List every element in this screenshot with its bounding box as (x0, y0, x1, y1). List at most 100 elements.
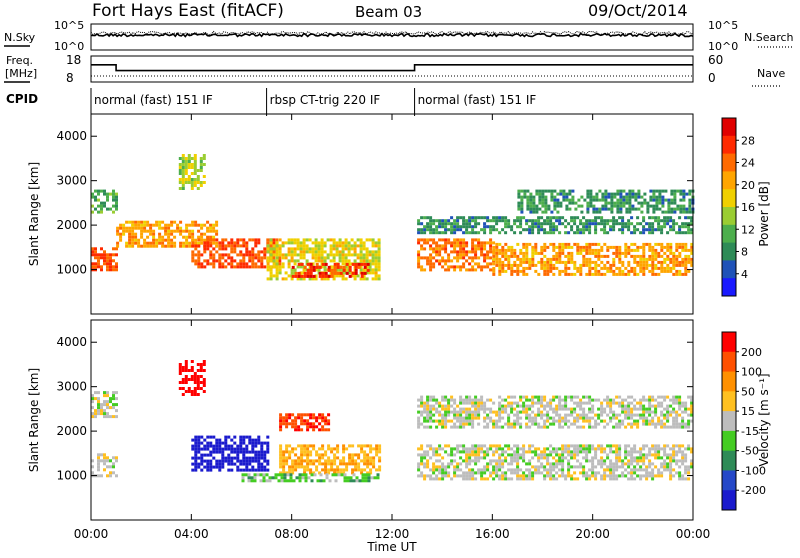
data-cell (582, 263, 586, 267)
data-cell (552, 222, 556, 226)
data-cell (690, 263, 694, 267)
data-cell (285, 422, 289, 426)
colorbar-tick-label: 20 (741, 179, 755, 192)
data-cell (583, 198, 587, 202)
data-cell (648, 228, 652, 232)
data-cell (94, 391, 97, 395)
data-cell (260, 465, 264, 469)
data-cell (248, 450, 252, 454)
data-cell (100, 459, 103, 463)
data-cell (564, 416, 568, 420)
data-cell (167, 235, 171, 239)
data-cell (534, 248, 538, 252)
data-cell (441, 222, 445, 226)
data-cell (646, 204, 650, 208)
data-cell (564, 422, 568, 426)
data-cell (100, 409, 103, 413)
data-cell (290, 259, 294, 263)
data-cell (525, 395, 529, 399)
data-cell (438, 244, 442, 248)
data-cell (684, 260, 688, 264)
nsearch-trace (90, 30, 694, 36)
data-cell (555, 251, 559, 255)
data-cell (678, 477, 682, 481)
data-cell (507, 468, 511, 472)
data-cell (465, 459, 469, 463)
data-cell (188, 241, 192, 245)
data-cell (642, 407, 646, 411)
data-cell (450, 250, 454, 254)
data-cell (672, 398, 676, 402)
data-cell (564, 260, 568, 264)
data-cell (601, 192, 605, 196)
data-cell (420, 413, 424, 417)
data-cell (206, 226, 210, 230)
data-cell (471, 398, 475, 402)
data-cell (364, 479, 368, 483)
data-cell (288, 465, 292, 469)
data-cell (468, 477, 472, 481)
data-cell (315, 450, 319, 454)
data-cell (323, 265, 327, 269)
data-cell (684, 216, 688, 220)
data-cell (582, 260, 586, 264)
data-cell (513, 222, 517, 226)
data-cell (549, 468, 553, 472)
data-cell (585, 272, 589, 276)
data-cell (312, 428, 316, 432)
data-cell (420, 247, 424, 251)
data-cell (202, 363, 206, 366)
data-cell (462, 247, 466, 251)
data-cell (495, 254, 499, 258)
data-cell (187, 154, 191, 157)
data-cell (684, 266, 688, 270)
data-cell (209, 462, 213, 466)
data-cell (348, 453, 352, 457)
data-cell (585, 413, 589, 417)
data-cell (669, 398, 673, 402)
data-cell (330, 274, 334, 278)
data-cell (185, 235, 189, 239)
data-cell (280, 479, 284, 483)
data-cell (317, 247, 321, 251)
data-cell (547, 204, 551, 208)
data-cell (369, 462, 373, 466)
data-cell (91, 406, 94, 410)
data-cell (612, 468, 616, 472)
data-cell (377, 262, 381, 266)
data-cell (137, 241, 141, 245)
data-cell (245, 262, 249, 266)
data-cell (426, 474, 430, 478)
data-cell (438, 225, 442, 229)
data-cell (191, 223, 195, 227)
data-cell (200, 235, 204, 239)
data-cell (672, 401, 676, 405)
data-cell (528, 231, 532, 235)
data-cell (260, 441, 264, 445)
data-cell (672, 419, 676, 423)
data-cell (181, 163, 185, 166)
data-cell (444, 250, 448, 254)
data-cell (585, 257, 589, 261)
colorbar-tick-label: 12 (741, 223, 755, 236)
data-cell (522, 404, 526, 408)
data-cell (606, 231, 610, 235)
data-cell (115, 474, 118, 478)
data-cell (97, 210, 100, 214)
data-cell (519, 422, 523, 426)
data-cell (209, 453, 213, 457)
data-cell (507, 422, 511, 426)
data-cell (282, 456, 286, 460)
data-cell (215, 220, 219, 224)
data-cell (600, 477, 604, 481)
data-cell (690, 413, 694, 417)
data-cell (531, 263, 535, 267)
data-cell (131, 232, 135, 236)
data-cell (182, 244, 186, 248)
data-cell (294, 274, 298, 278)
data-cell (649, 204, 653, 208)
data-cell (360, 450, 364, 454)
data-cell (279, 444, 283, 448)
colorbar-swatch (722, 278, 736, 297)
data-cell (432, 404, 436, 408)
